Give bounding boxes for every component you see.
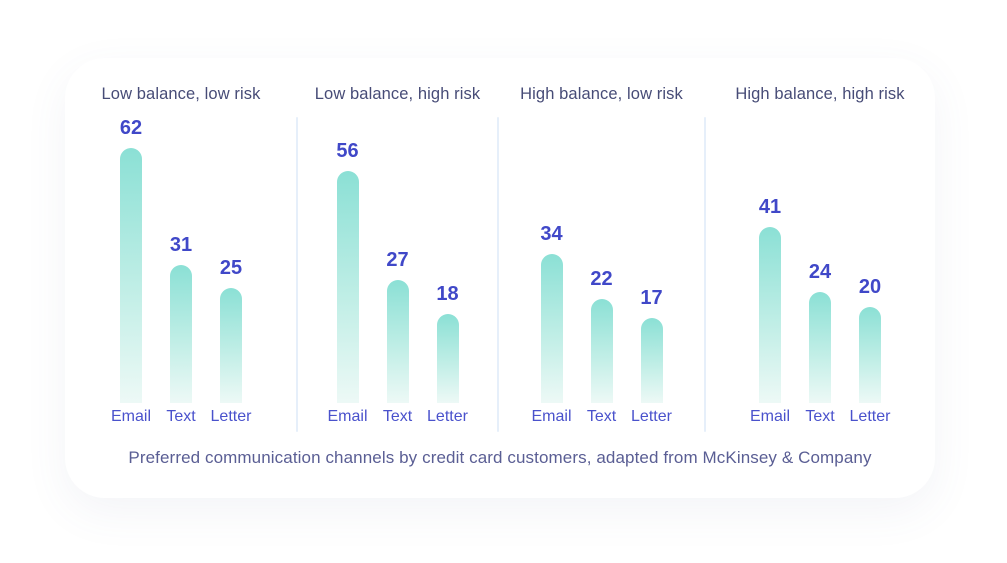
panels-row: Low balance, low risk 62 31 25 Email Tex… <box>65 58 935 498</box>
bar-cell-email: 34 <box>527 222 577 403</box>
bar-letter <box>220 288 242 403</box>
panel-title: High balance, low risk <box>520 85 683 103</box>
bar-cell-email: 56 <box>323 139 373 403</box>
bar-value-label: 20 <box>858 276 882 298</box>
bar-cell-letter: 18 <box>423 282 473 403</box>
bar-value-label: 17 <box>640 287 663 309</box>
bar-value-label: 41 <box>758 196 782 218</box>
bar-text <box>386 280 409 403</box>
panel-high-balance-high-risk: High balance, high risk 41 24 20 Email T… <box>705 58 935 498</box>
panel-title: High balance, high risk <box>735 85 905 103</box>
category-label-email: Email <box>749 408 790 425</box>
panel-low-balance-high-risk: Low balance, high risk 56 27 18 Email Te… <box>297 58 498 498</box>
bar-cell-text: 27 <box>373 248 423 403</box>
bar-cell-text: 31 <box>156 233 206 403</box>
chart-card: Low balance, low risk 62 31 25 Email Tex… <box>65 58 935 498</box>
panel-divider <box>497 117 499 432</box>
bar-group: 34 22 17 <box>527 105 677 403</box>
bar-text <box>170 265 192 403</box>
bar-value-label: 56 <box>336 140 359 162</box>
bar-value-label: 62 <box>119 117 143 139</box>
category-labels: Email Text Letter <box>323 408 473 426</box>
chart-caption: Preferred communication channels by cred… <box>128 448 872 467</box>
category-label-email: Email <box>327 408 368 425</box>
category-label-letter: Letter <box>631 408 672 425</box>
bar-value-label: 22 <box>590 268 613 290</box>
bar-cell-letter: 20 <box>845 275 895 403</box>
bar-email <box>540 254 563 403</box>
bar-value-label: 24 <box>808 261 832 283</box>
panel-title: Low balance, high risk <box>314 85 481 103</box>
bar-letter <box>859 307 881 403</box>
bar-value-label: 25 <box>219 257 243 279</box>
category-label-letter: Letter <box>210 408 252 425</box>
bar-value-label: 18 <box>436 283 459 305</box>
bar-cell-letter: 25 <box>206 256 256 403</box>
panel-low-balance-low-risk: Low balance, low risk 62 31 25 Email Tex… <box>65 58 297 498</box>
category-label-letter: Letter <box>849 408 891 425</box>
bar-email <box>759 227 781 403</box>
category-label-text: Text <box>586 408 617 425</box>
category-label-email: Email <box>531 408 572 425</box>
bar-value-label: 34 <box>540 223 563 245</box>
category-label-text: Text <box>382 408 413 425</box>
bar-email <box>120 148 142 403</box>
panel-divider <box>296 117 298 432</box>
bar-group: 62 31 25 <box>106 105 256 403</box>
category-labels: Email Text Letter <box>527 408 677 426</box>
category-labels: Email Text Letter <box>745 408 895 426</box>
bar-cell-email: 62 <box>106 116 156 403</box>
panel-divider <box>704 117 706 432</box>
bar-group: 41 24 20 <box>745 105 895 403</box>
bar-cell-text: 24 <box>795 260 845 403</box>
bar-cell-letter: 17 <box>627 286 677 403</box>
bar-letter <box>436 314 459 403</box>
category-label-email: Email <box>110 408 151 425</box>
bar-letter <box>640 318 663 403</box>
bar-value-label: 27 <box>386 249 409 271</box>
category-labels: Email Text Letter <box>106 408 256 426</box>
bar-value-label: 31 <box>169 234 193 256</box>
bar-cell-text: 22 <box>577 267 627 403</box>
bar-cell-email: 41 <box>745 195 795 403</box>
bar-text <box>590 299 613 403</box>
category-label-text: Text <box>805 408 835 425</box>
bar-group: 56 27 18 <box>323 105 473 403</box>
category-label-text: Text <box>166 408 196 425</box>
panel-high-balance-low-risk: High balance, low risk 34 22 17 Email Te… <box>498 58 705 498</box>
panel-title: Low balance, low risk <box>101 85 261 103</box>
bar-email <box>336 171 359 403</box>
category-label-letter: Letter <box>427 408 468 425</box>
bar-text <box>809 292 831 403</box>
